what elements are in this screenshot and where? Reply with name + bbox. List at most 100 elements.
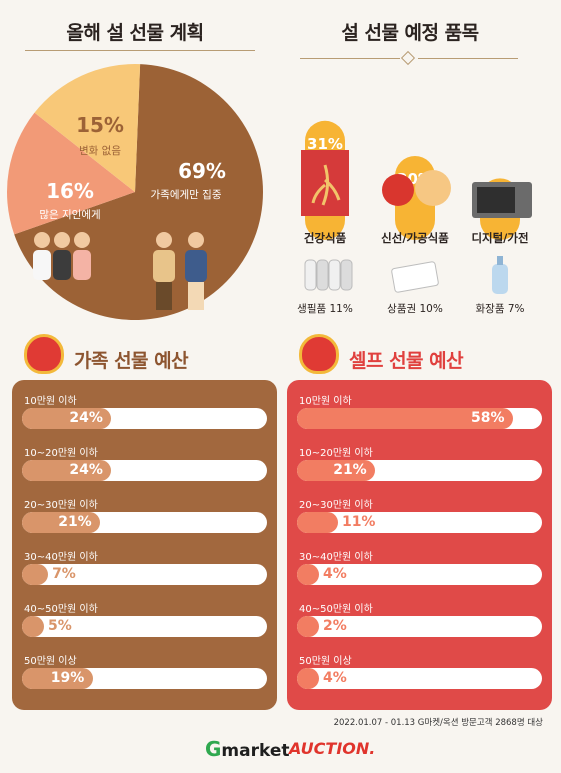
family-illustration	[153, 232, 207, 310]
microwave-icon	[472, 182, 532, 218]
card	[391, 261, 439, 293]
gift-card-icon	[391, 261, 439, 293]
budget-bar-fill	[22, 460, 112, 481]
pie-chart-title: 올해 설 선물 계획	[66, 22, 204, 44]
person-body	[185, 250, 207, 282]
survey-footnote: 2022.01.07 - 01.13 G마켓/옥션 방문고객 2868명 대상	[333, 718, 543, 728]
budget-row-label: 10만원 이하	[299, 396, 352, 407]
budget-bar-track: 7%	[22, 564, 267, 585]
budget-row-label: 20~30만원 이하	[299, 500, 373, 511]
budget-bar-value: 24%	[69, 410, 103, 426]
item-bar-value: 31%	[307, 135, 343, 153]
budget-bar-fill	[22, 512, 101, 533]
budget-bar-fill	[22, 564, 49, 585]
budget-bar-value: 21%	[333, 462, 367, 478]
item-bar-label: 신선/가공식품	[381, 231, 449, 245]
budget-bar-fill	[297, 564, 319, 585]
budget-bar-fill	[22, 668, 93, 689]
daily-goods-icon	[304, 259, 353, 291]
budget-bar-track: 58%	[297, 408, 542, 429]
pie-chart: 69% 가족에게만 집중 16% 많은 지인에게 15% 변화 없음	[7, 64, 264, 320]
budget-row-label: 10~20만원 이하	[299, 448, 373, 459]
ginseng-box	[301, 150, 349, 216]
budget-panel-title: 셀프 선물 예산	[349, 350, 464, 372]
apple	[382, 174, 414, 206]
title-divider	[300, 58, 400, 59]
pie-slice-label: 변화 없음	[79, 144, 121, 157]
person-body	[73, 250, 91, 280]
budget-bar-value: 21%	[58, 514, 92, 530]
budget-row-label: 40~50만원 이하	[24, 604, 98, 615]
budget-bar-track: 24%	[22, 408, 267, 429]
gmarket-logo-text: market	[221, 741, 290, 761]
gmarket-logo: Gmarket	[205, 737, 290, 761]
pie-slice	[7, 112, 136, 235]
budget-row-label: 50만원 이상	[299, 656, 352, 667]
gmarket-logo-g: G	[205, 737, 222, 761]
auction-logo: AUCTION.	[289, 739, 376, 758]
budget-bar-value: 7%	[52, 566, 76, 582]
budget-bar-track: 2%	[297, 616, 542, 637]
item-extra-label: 상품권 10%	[387, 303, 443, 315]
pie-slice-value: 16%	[46, 179, 94, 203]
pie-slice-label: 가족에게만 집중	[151, 189, 222, 201]
person-body	[153, 250, 175, 282]
budget-bar-value: 4%	[323, 566, 347, 582]
budget-bar-track: 19%	[22, 668, 267, 689]
person-head	[74, 232, 90, 248]
person-body	[33, 250, 51, 280]
budget-bar-fill	[22, 616, 44, 637]
person-head	[54, 232, 70, 248]
budget-bar-track: 24%	[22, 460, 267, 481]
budget-bar-value: 19%	[50, 670, 85, 686]
items-chart-title: 설 선물 예정 품목	[341, 22, 479, 44]
lucky-bag-icon	[24, 334, 64, 374]
budget-bar-value: 4%	[323, 670, 347, 686]
budget-bar-value: 24%	[69, 462, 103, 478]
budget-panel-title: 가족 선물 예산	[74, 350, 189, 372]
roll	[340, 259, 353, 291]
self-budget-panel: 10만원 이하 58% 10~20만원 이하 21% 20~30만원 이하 11% 30~4…	[287, 380, 552, 710]
budget-row-label: 30~40만원 이하	[299, 552, 373, 563]
budget-row-label: 10~20만원 이하	[24, 448, 98, 459]
person-head	[156, 232, 172, 248]
budget-row-label: 10만원 이하	[24, 396, 77, 407]
budget-bar-value: 2%	[323, 618, 347, 634]
person-head	[34, 232, 50, 248]
budget-bar-track: 4%	[297, 564, 542, 585]
family-budget-panel: 10만원 이하 24% 10~20만원 이하 24% 20~30만원 이하 21% 30~4…	[12, 380, 277, 710]
budget-bar-fill	[297, 408, 513, 429]
budget-bar-track: 5%	[22, 616, 267, 637]
budget-row-label: 40~50만원 이하	[299, 604, 373, 615]
budget-bar-value: 11%	[341, 514, 376, 530]
item-bar-label: 건강식품	[304, 231, 347, 245]
title-divider	[418, 58, 518, 59]
roll	[328, 259, 341, 291]
title-divider	[25, 50, 255, 51]
pie-slice	[34, 64, 141, 192]
bottle-pump	[497, 256, 503, 265]
bottle	[492, 264, 508, 294]
budget-bar-track: 4%	[297, 668, 542, 689]
budget-row-label: 50만원 이상	[24, 656, 77, 667]
roll	[316, 259, 329, 291]
microwave-window	[477, 187, 515, 213]
budget-bar-track: 21%	[297, 460, 542, 481]
ginseng-root	[311, 164, 341, 206]
budget-bar-fill	[297, 616, 319, 637]
budget-bar-value: 58%	[470, 410, 505, 426]
ginseng-box-icon	[301, 150, 349, 216]
person-legs	[156, 282, 172, 310]
budget-row-label: 30~40만원 이하	[24, 552, 98, 563]
pie-slice-label: 많은 지인에게	[39, 209, 100, 221]
budget-bar-track: 21%	[22, 512, 267, 533]
person-legs	[188, 282, 204, 310]
budget-bar-fill	[297, 460, 376, 481]
roll	[304, 259, 317, 291]
budget-row-label: 20~30만원 이하	[24, 500, 98, 511]
item-extra-label: 화장품 7%	[476, 303, 525, 315]
pie-slice-value: 69%	[178, 159, 226, 183]
item-bar-label: 디지털/가전	[471, 231, 528, 245]
budget-bar-fill	[297, 512, 338, 533]
